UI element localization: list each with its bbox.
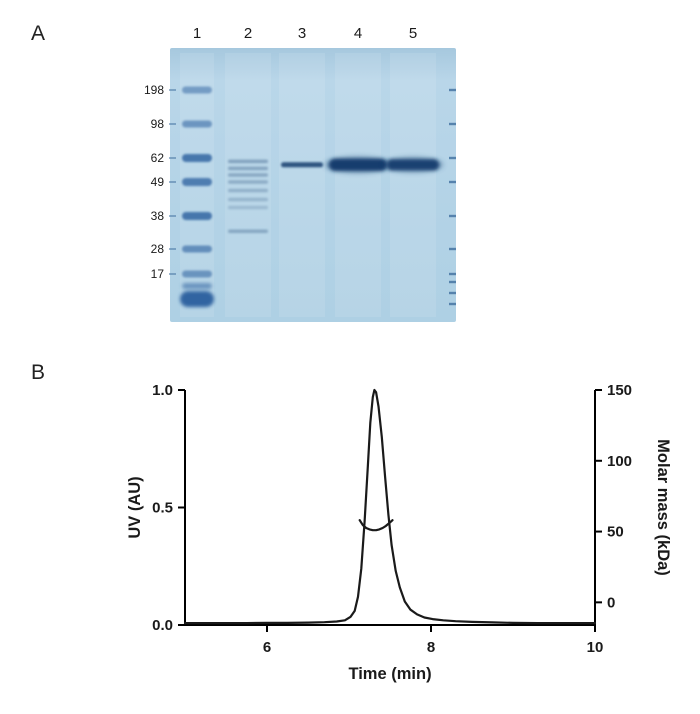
- x-axis-tick-label: 8: [427, 639, 435, 656]
- uv-trace: [183, 388, 597, 625]
- right-axis-tick-label: 0: [607, 594, 615, 611]
- lane-label: 5: [409, 25, 417, 42]
- ladder-band: [182, 120, 212, 128]
- lane-streak: [225, 53, 271, 317]
- mw-marker-label: 28: [151, 242, 165, 256]
- lane-label: 4: [354, 25, 362, 42]
- protein-band: [228, 166, 268, 171]
- panel-a-label: A: [31, 22, 46, 45]
- mw-marker-label: 198: [144, 83, 164, 97]
- protein-band: [228, 159, 268, 164]
- protein-band: [228, 197, 268, 202]
- lane-streak: [390, 53, 436, 317]
- mw-marker-label: 38: [151, 209, 165, 223]
- molar-mass-trace: [358, 519, 394, 532]
- lane-label: 1: [193, 25, 201, 42]
- protein-band: [228, 229, 268, 233]
- lane-label: 2: [244, 25, 252, 42]
- left-axis-tick-label: 1.0: [152, 382, 173, 399]
- panel-b-label: B: [31, 361, 46, 384]
- mw-marker-label: 98: [151, 117, 165, 131]
- mw-marker-label: 49: [151, 175, 165, 189]
- ladder-band: [182, 154, 212, 162]
- protein-band: [228, 188, 268, 193]
- left-axis-title: UV (AU): [126, 476, 144, 538]
- x-axis-tick-label: 6: [263, 639, 271, 656]
- gel-body: [170, 48, 456, 322]
- protein-band: [281, 162, 323, 168]
- right-axis-title: Molar mass (kDa): [654, 439, 672, 576]
- sec-mals-chromatogram: 0.0 0.5 1.0 0 50 100 150 6 8 10 Time (min) UV (AU) M…: [126, 382, 672, 683]
- protein-band: [228, 180, 268, 184]
- ladder-band: [182, 270, 212, 278]
- protein-band: [329, 158, 387, 171]
- ladder-band: [182, 86, 212, 94]
- lane-label: 3: [298, 25, 306, 42]
- lane-streak: [279, 53, 325, 317]
- left-axis-tick-label: 0.0: [152, 617, 173, 634]
- left-axis-tick-label: 0.5: [152, 500, 173, 517]
- protein-band: [228, 173, 268, 177]
- lane-streak: [335, 53, 381, 317]
- protein-band: [228, 205, 268, 210]
- right-axis-tick-label: 100: [607, 453, 632, 470]
- sds-page-gel: 1 2 3 4 5 198 98 62 49 38 28 17: [144, 25, 456, 322]
- protein-band: [387, 159, 439, 171]
- ladder-band: [182, 178, 212, 186]
- dye-front-band: [182, 283, 212, 289]
- dye-front-band: [180, 291, 214, 307]
- x-axis-tick-label: 10: [587, 639, 604, 656]
- x-axis-title: Time (min): [348, 665, 431, 683]
- right-axis-tick-label: 150: [607, 382, 632, 399]
- right-axis-tick-label: 50: [607, 524, 624, 541]
- ladder-band: [182, 212, 212, 220]
- mw-marker-label: 62: [151, 151, 165, 165]
- ladder-band: [182, 245, 212, 253]
- mw-marker-label: 17: [151, 267, 165, 281]
